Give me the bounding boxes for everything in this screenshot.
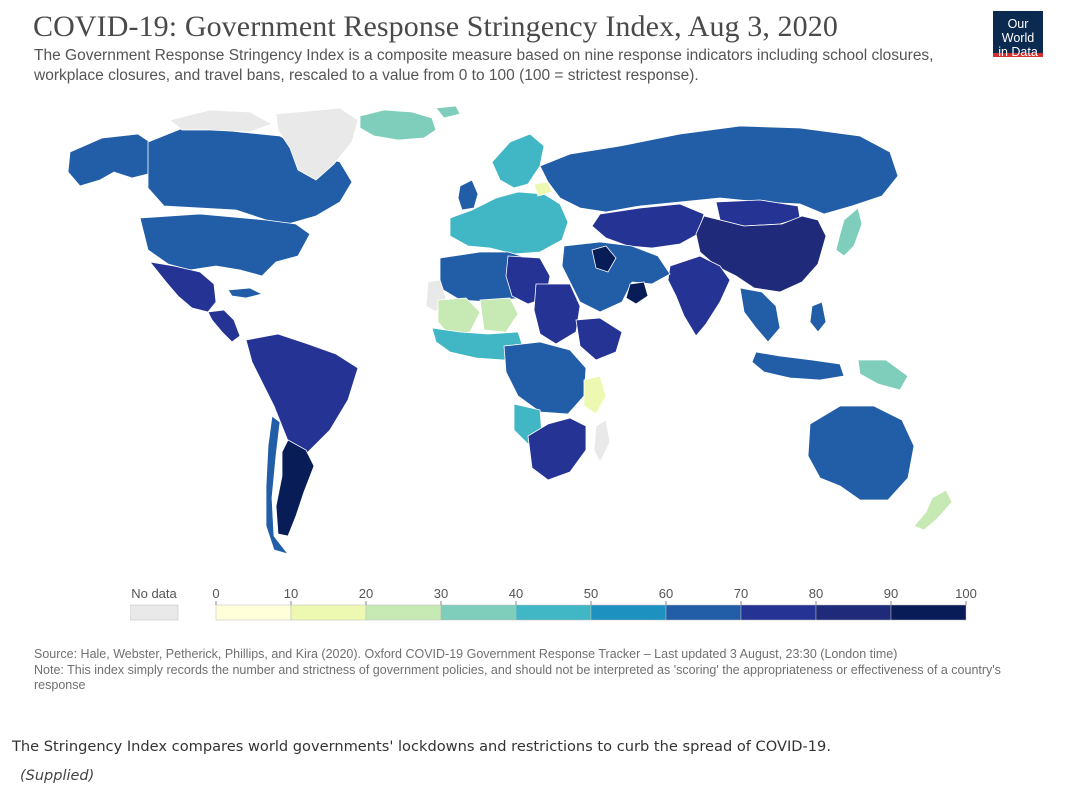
map-region-south-america[interactable]: [245, 333, 359, 457]
legend-tick-label: 20: [359, 586, 373, 601]
map-region-india[interactable]: [667, 255, 731, 337]
map-region-new-zealand[interactable]: [913, 489, 953, 531]
map-region-svalbard[interactable]: [435, 106, 461, 119]
map-region-mexico[interactable]: [149, 261, 217, 313]
legend-tick-label: 0: [212, 586, 219, 601]
map-region-australia[interactable]: [807, 405, 915, 501]
map-region-china[interactable]: [695, 215, 827, 293]
legend-no-data-swatch: [130, 604, 179, 621]
map-region-arctic-archipelago[interactable]: [169, 109, 273, 133]
map-region-greenland[interactable]: [275, 107, 359, 181]
map-region-argentina[interactable]: [275, 439, 315, 537]
legend-bin-5: [590, 604, 667, 621]
chart-figure: COVID-19: Government Response Stringency…: [33, 10, 1044, 694]
chart-subtitle: The Government Response Stringency Index…: [34, 47, 934, 84]
map-region-central-america[interactable]: [207, 309, 241, 343]
map-region-russia[interactable]: [539, 125, 899, 215]
map-region-united-kingdom[interactable]: [457, 179, 479, 211]
legend-tick-label: 80: [809, 586, 823, 601]
map-region-middle-east[interactable]: [561, 241, 671, 313]
map-region-southeast-asia[interactable]: [739, 287, 781, 343]
legend-no-data-label: No data: [131, 586, 177, 601]
logo-text-line1: Our World: [1001, 17, 1035, 45]
legend-bin-8: [815, 604, 892, 621]
chart-footer: Source: Hale, Webster, Petherick, Philli…: [34, 647, 1044, 694]
legend-tick-label: 100: [955, 586, 977, 601]
map-region-sudan[interactable]: [533, 283, 581, 345]
map-region-scandinavia[interactable]: [491, 133, 545, 189]
map-region-alaska[interactable]: [67, 133, 151, 187]
legend-tick-label: 70: [734, 586, 748, 601]
world-map: [67, 106, 953, 555]
our-world-in-data-logo[interactable]: Our World in Data: [993, 11, 1043, 59]
map-region-ethiopia[interactable]: [575, 317, 623, 361]
legend-bin-4: [515, 604, 592, 621]
logo-text-line2: in Data: [998, 45, 1038, 59]
map-region-united-states[interactable]: [139, 213, 311, 277]
legend-bin-9: [890, 604, 967, 621]
source-note: Source: Hale, Webster, Petherick, Philli…: [34, 647, 898, 661]
legend-tick-label: 40: [509, 586, 523, 601]
map-region-madagascar[interactable]: [593, 419, 611, 463]
legend-tick-label: 30: [434, 586, 448, 601]
legend-tick-label: 60: [659, 586, 673, 601]
map-region-oman[interactable]: [625, 281, 649, 305]
map-region-iraq[interactable]: [591, 245, 617, 273]
map-region-central-africa[interactable]: [503, 341, 587, 415]
map-region-southern-africa[interactable]: [527, 417, 587, 481]
legend-tick-label: 90: [884, 586, 898, 601]
map-region-japan[interactable]: [835, 207, 863, 257]
map-region-niger[interactable]: [479, 297, 519, 333]
map-region-tanzania[interactable]: [583, 375, 607, 415]
legend-bin-6: [665, 604, 742, 621]
legend-tick-label: 50: [584, 586, 598, 601]
image-credit: (Supplied): [20, 768, 95, 784]
map-region-papua-new-guinea[interactable]: [857, 359, 909, 391]
map-region-indonesia[interactable]: [751, 351, 845, 381]
legend-bin-3: [440, 604, 517, 621]
map-region-central-asia[interactable]: [591, 203, 705, 249]
legend-bin-1: [290, 604, 367, 621]
map-region-mali[interactable]: [437, 297, 481, 337]
map-region-cuba[interactable]: [227, 287, 264, 299]
legend-bin-2: [365, 604, 442, 621]
map-region-iceland[interactable]: [359, 109, 437, 141]
image-caption: The Stringency Index compares world gove…: [12, 738, 831, 755]
legend-tick-label: 10: [284, 586, 298, 601]
chart-title: COVID-19: Government Response Stringency…: [33, 10, 838, 43]
color-legend: No data 0 10 20 30 40 50 60 70 80 90 100: [130, 586, 977, 621]
map-region-europe[interactable]: [449, 191, 569, 255]
map-region-chile[interactable]: [265, 415, 290, 555]
definition-note: Note: This index simply records the numb…: [34, 662, 1001, 693]
legend-bin-0: [215, 604, 292, 621]
legend-color-scale: 0 10 20 30 40 50 60 70 80 90 100: [212, 586, 977, 621]
map-region-belarus[interactable]: [533, 181, 553, 197]
map-region-philippines[interactable]: [809, 301, 827, 333]
legend-bin-7: [740, 604, 817, 621]
